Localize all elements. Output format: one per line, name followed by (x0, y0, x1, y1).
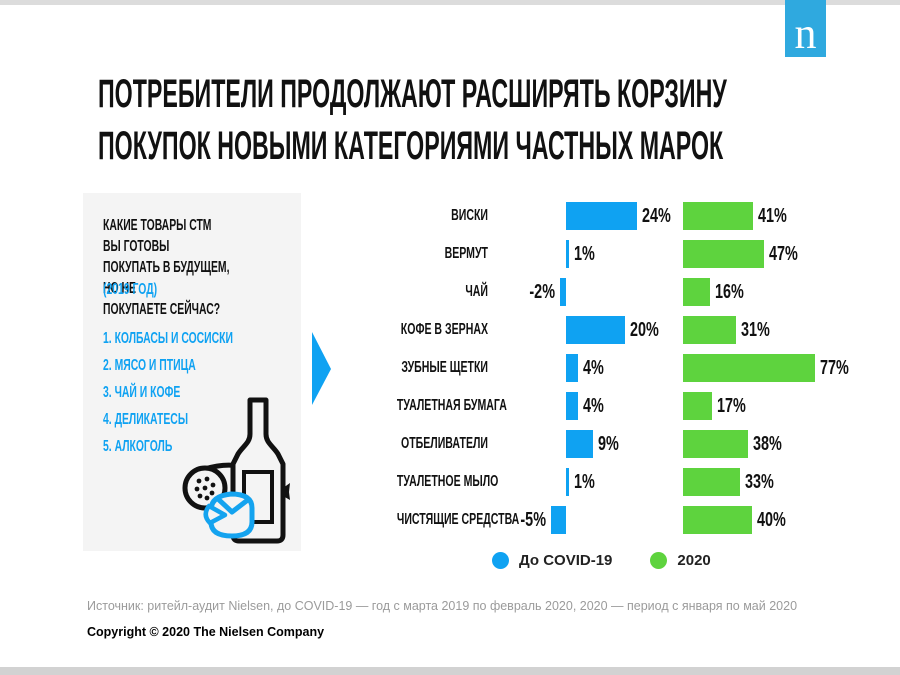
bar-value-2020: 47% (768, 243, 798, 265)
bar-value-pre-covid: 24% (642, 205, 671, 227)
bar-pre-covid (551, 506, 566, 534)
bar-2020 (683, 354, 815, 382)
row-label: ЧИСТЯЩИЕ СРЕДСТВА (396, 511, 520, 528)
bar-value-2020: 16% (715, 281, 745, 303)
bar-2020 (683, 506, 752, 534)
bottom-border (0, 667, 900, 675)
rank-list-item: 5. АЛКОГОЛЬ (103, 438, 173, 455)
rank-list-item: 2. МЯСО И ПТИЦА (103, 357, 196, 374)
bar-value-2020: 41% (758, 205, 788, 227)
source-text: Источник: ритейл-аудит Nielsen, до COVID… (87, 599, 798, 613)
bar-value-2020: 31% (741, 319, 770, 341)
title-line-2: ПОКУПОК НОВЫМИ КАТЕГОРИЯМИ ЧАСТНЫХ МАРОК (98, 124, 724, 168)
copyright-text: Copyright © 2020 The Nielsen Company (87, 625, 325, 639)
row-label: ВИСКИ (451, 207, 488, 224)
row-label: ТУАЛЕТНОЕ МЫЛО (396, 473, 499, 490)
bar-value-pre-covid: 9% (597, 433, 619, 455)
legend-item-pre-covid: До COVID-19 (492, 552, 612, 569)
rank-list-item: 4. ДЕЛИКАТЕСЫ (103, 411, 189, 428)
question-text: КАКИЕ ТОВАРЫ СТМ ВЫ ГОТОВЫ ПОКУПАТЬ В БУ… (103, 217, 230, 318)
legend-label: До COVID-19 (519, 552, 613, 569)
row-label: ОТБЕЛИВАТЕЛИ (401, 435, 488, 452)
row-label: ВЕРМУТ (444, 245, 488, 262)
bar-2020 (683, 430, 749, 458)
chart-row: ЗУБНЫЕ ЩЕТКИ 4% 77% (350, 349, 880, 387)
bar-2020 (683, 240, 764, 268)
bar-pre-covid (566, 468, 569, 496)
arrow-right-icon (312, 332, 331, 405)
bar-value-2020: 33% (744, 471, 774, 493)
bar-value-pre-covid: 4% (582, 357, 604, 379)
bar-value-2020: 40% (756, 509, 786, 531)
bar-pre-covid (566, 430, 593, 458)
chart-row: ТУАЛЕТНАЯ БУМАГА 4% 17% (350, 387, 880, 425)
chart-row: ОТБЕЛИВАТЕЛИ 9% 38% (350, 425, 880, 463)
bar-pre-covid (566, 240, 569, 268)
chart-row: ЧИСТЯЩИЕ СРЕДСТВА -5% 40% (350, 501, 880, 539)
row-label: КОФЕ В ЗЕРНАХ (400, 321, 488, 338)
bar-value-2020: 17% (717, 395, 746, 417)
chart-row: ВИСКИ 24% 41% (350, 197, 880, 235)
bar-value-pre-covid: 20% (630, 319, 660, 341)
title-line-1: ПОТРЕБИТЕЛИ ПРОДОЛЖАЮТ РАСШИРЯТЬ КОРЗИНУ (98, 72, 727, 116)
bar-pre-covid (566, 392, 578, 420)
rank-list-item: 1. КОЛБАСЫ И СОСИСКИ (103, 330, 233, 347)
bar-value-2020: 38% (753, 433, 782, 455)
bar-value-pre-covid: 1% (574, 243, 595, 265)
legend-label: 2020 (677, 552, 711, 569)
bar-pre-covid (566, 354, 578, 382)
row-label: ТУАЛЕТНАЯ БУМАГА (396, 397, 507, 414)
row-label: ЧАЙ (465, 283, 488, 300)
nielsen-logo: n (785, 0, 826, 57)
chart-legend: До COVID-19 2020 (492, 552, 711, 569)
bar-value-pre-covid: -2% (529, 281, 556, 303)
bar-2020 (683, 278, 711, 306)
category-rank-list: 1. КОЛБАСЫ И СОСИСКИ 2. МЯСО И ПТИЦА 3. … (103, 325, 303, 460)
question-year: (2019 ГОД) (103, 281, 158, 298)
bar-value-2020: 77% (819, 357, 849, 379)
bar-2020 (683, 316, 737, 344)
bar-value-pre-covid: 1% (574, 471, 595, 493)
chart-row: КОФЕ В ЗЕРНАХ 20% 31% (350, 311, 880, 349)
products-illustration-icon (182, 397, 290, 544)
page-title: ПОТРЕБИТЕЛИ ПРОДОЛЖАЮТ РАСШИРЯТЬ КОРЗИНУ… (98, 68, 727, 172)
rank-list-item: 3. ЧАЙ И КОФЕ (103, 384, 181, 401)
bar-chart: ВИСКИ 24% 41% ВЕРМУТ 1% 47% ЧАЙ -2% 16% КОФЕ В ЗЕ… (350, 197, 880, 539)
question-panel: КАКИЕ ТОВАРЫ СТМ ВЫ ГОТОВЫ ПОКУПАТЬ В БУ… (83, 193, 301, 551)
legend-item-2020: 2020 (650, 552, 711, 569)
bar-2020 (683, 468, 740, 496)
bar-pre-covid (560, 278, 566, 306)
bar-value-pre-covid: -5% (520, 509, 547, 531)
bar-2020 (683, 202, 754, 230)
bar-pre-covid (566, 202, 638, 230)
bar-2020 (683, 392, 713, 420)
logo-letter: n (794, 8, 817, 58)
chart-row: ЧАЙ -2% 16% (350, 273, 880, 311)
legend-dot-green-icon (650, 552, 668, 569)
legend-dot-blue-icon (492, 552, 509, 569)
top-border (0, 0, 900, 5)
bar-pre-covid (566, 316, 626, 344)
chart-row: ТУАЛЕТНОЕ МЫЛО 1% 33% (350, 463, 880, 501)
row-label: ЗУБНЫЕ ЩЕТКИ (401, 359, 488, 376)
chart-row: ВЕРМУТ 1% 47% (350, 235, 880, 273)
bar-value-pre-covid: 4% (582, 395, 604, 417)
